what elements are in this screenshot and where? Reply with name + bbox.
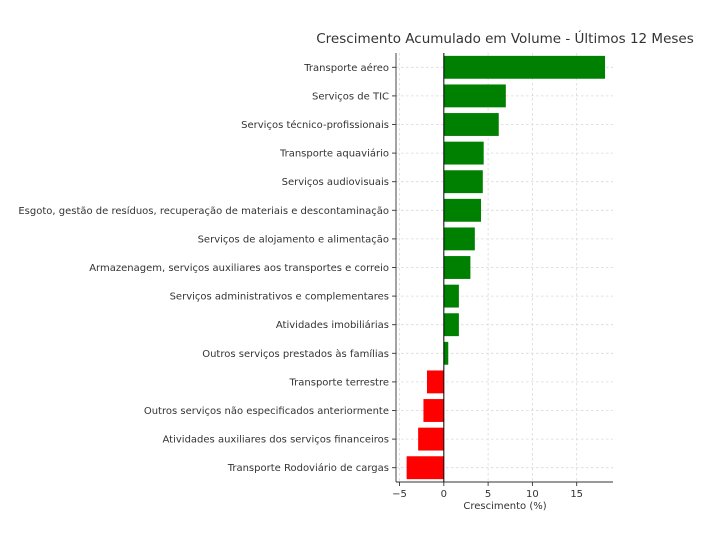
x-tick-label: 0 (441, 489, 447, 500)
bar (443, 284, 459, 308)
bar (443, 170, 483, 194)
category-label: Serviços audiovisuais (282, 177, 389, 188)
chart-title: Crescimento Acumulado em Volume - Último… (316, 29, 694, 47)
category-label: Transporte aquaviário (279, 148, 389, 160)
x-axis-label: Crescimento (%) (463, 501, 546, 512)
category-label: Serviços de TIC (312, 91, 389, 102)
bar (443, 55, 606, 79)
bar (443, 84, 506, 108)
bar (423, 399, 444, 422)
x-tick-label: 5 (485, 489, 491, 500)
axes: −5 0 5 10 15 (392, 53, 613, 500)
bar (443, 256, 471, 279)
bar (443, 313, 459, 337)
x-tick-label: −5 (392, 489, 407, 500)
bar (443, 198, 482, 222)
category-label: Outros serviços não especificados anteri… (144, 406, 389, 417)
x-tick-label: 10 (526, 489, 539, 500)
category-label: Serviços administrativos e complementare… (170, 292, 389, 303)
x-tick-label: 15 (570, 489, 583, 500)
bar (443, 341, 449, 365)
category-label: Transporte terrestre (289, 377, 389, 388)
bar (443, 227, 475, 251)
bar (443, 141, 484, 165)
bar (427, 370, 444, 394)
category-label: Serviços de alojamento e alimentação (198, 234, 389, 245)
category-label: Transporte Rodoviário de cargas (227, 462, 389, 474)
category-label: Atividades imobiliárias (276, 319, 389, 331)
category-labels: Transporte aéreo Serviços de TIC Serviços … (18, 62, 389, 474)
category-label: Armazenagem, serviços auxiliares aos tra… (89, 263, 389, 274)
bars (406, 55, 606, 480)
category-label: Outros serviços prestados às famílias (202, 348, 389, 360)
category-label: Esgoto, gestão de resíduos, recuperação … (18, 205, 389, 217)
bar (406, 456, 444, 480)
bar (443, 113, 499, 136)
category-label: Atividades auxiliares dos serviços finan… (163, 435, 389, 446)
category-label: Serviços técnico-profissionais (241, 119, 389, 131)
bar (418, 427, 444, 451)
category-label: Transporte aéreo (303, 62, 389, 74)
